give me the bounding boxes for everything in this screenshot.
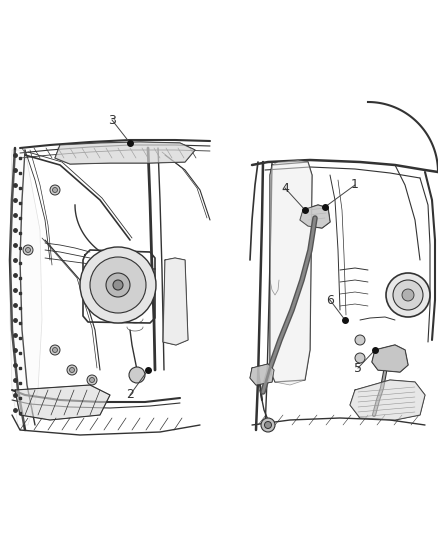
Circle shape <box>53 348 57 352</box>
Circle shape <box>80 247 156 323</box>
Circle shape <box>87 375 97 385</box>
Circle shape <box>393 280 423 310</box>
Text: 3: 3 <box>108 114 116 126</box>
Circle shape <box>106 273 130 297</box>
Text: 4: 4 <box>281 182 289 195</box>
Circle shape <box>25 247 31 253</box>
Polygon shape <box>300 205 330 228</box>
Circle shape <box>261 418 275 432</box>
Circle shape <box>89 377 95 383</box>
Circle shape <box>50 345 60 355</box>
Polygon shape <box>10 150 42 425</box>
Circle shape <box>355 335 365 345</box>
Circle shape <box>53 188 57 192</box>
Text: 1: 1 <box>351 179 359 191</box>
Circle shape <box>70 367 74 373</box>
Circle shape <box>113 280 123 290</box>
Polygon shape <box>372 345 408 372</box>
Polygon shape <box>15 385 110 420</box>
Circle shape <box>386 273 430 317</box>
Circle shape <box>90 257 146 313</box>
Polygon shape <box>163 258 188 345</box>
Circle shape <box>265 422 272 429</box>
Polygon shape <box>55 142 195 164</box>
Text: 6: 6 <box>326 294 334 306</box>
Circle shape <box>67 365 77 375</box>
Text: 5: 5 <box>354 361 362 375</box>
Circle shape <box>355 353 365 363</box>
Polygon shape <box>350 380 425 420</box>
Circle shape <box>129 367 145 383</box>
Circle shape <box>50 185 60 195</box>
Circle shape <box>402 289 414 301</box>
Circle shape <box>23 245 33 255</box>
Polygon shape <box>270 160 312 385</box>
Polygon shape <box>250 364 274 385</box>
Text: 2: 2 <box>126 389 134 401</box>
